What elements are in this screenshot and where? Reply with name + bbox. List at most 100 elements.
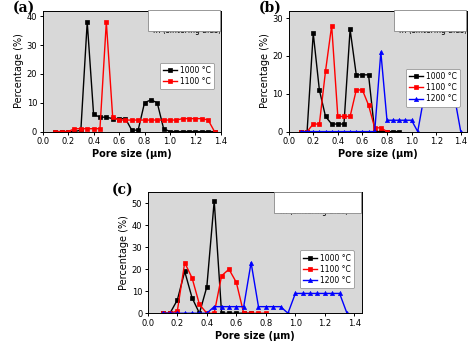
1100 °C (116, 118, 122, 122)
Text: m (Al$_2$O$_3$): m (Al$_2$O$_3$) (399, 12, 437, 25)
1200 °C (384, 118, 390, 122)
1000 °C (148, 98, 154, 102)
FancyBboxPatch shape (274, 191, 361, 213)
1100 °C (298, 130, 304, 134)
1000 °C (226, 311, 232, 315)
1000 °C (390, 130, 396, 134)
1100 °C (174, 309, 180, 313)
1100 °C (180, 117, 185, 121)
1000 °C (205, 130, 211, 134)
1100 °C (329, 23, 335, 28)
1100 °C (167, 118, 173, 122)
1200 °C (427, 96, 433, 100)
1000 °C (97, 115, 103, 119)
1100 °C (366, 103, 372, 107)
1200 °C (329, 130, 335, 134)
1200 °C (248, 260, 254, 265)
Text: = 2: = 2 (451, 14, 465, 23)
X-axis label: Pore size (μm): Pore size (μm) (92, 149, 172, 159)
1200 °C (372, 130, 377, 134)
1100 °C (189, 276, 195, 280)
1100 °C (323, 69, 328, 73)
1100 °C (255, 311, 261, 315)
X-axis label: Pore size (μm): Pore size (μm) (338, 149, 418, 159)
1000 °C (378, 130, 383, 134)
1200 °C (378, 50, 383, 54)
1100 °C (310, 122, 316, 126)
Legend: 1000 °C, 1100 °C: 1000 °C, 1100 °C (160, 63, 213, 89)
1100 °C (226, 267, 232, 271)
1100 °C (199, 117, 205, 121)
1200 °C (446, 96, 451, 100)
1100 °C (129, 118, 135, 122)
1000 °C (347, 27, 353, 32)
1100 °C (65, 130, 71, 134)
1000 °C (65, 130, 71, 134)
1000 °C (341, 122, 347, 126)
1000 °C (197, 311, 202, 315)
1100 °C (234, 280, 239, 285)
1100 °C (110, 115, 116, 119)
1000 °C (186, 130, 192, 134)
1200 °C (335, 130, 341, 134)
1000 °C (234, 311, 239, 315)
1200 °C (341, 130, 347, 134)
1000 °C (135, 128, 141, 132)
Line: 1200 °C: 1200 °C (299, 50, 463, 134)
Line: 1000 °C: 1000 °C (299, 27, 401, 134)
1100 °C (304, 130, 310, 134)
Text: m (sintering aids): m (sintering aids) (281, 207, 348, 216)
1100 °C (248, 311, 254, 315)
Line: 1000 °C: 1000 °C (161, 199, 253, 315)
1200 °C (226, 304, 232, 309)
1100 °C (335, 114, 341, 119)
1100 °C (135, 118, 141, 122)
Y-axis label: Percentage (%): Percentage (%) (14, 34, 24, 108)
1200 °C (241, 304, 246, 309)
Text: m (Al$_2$O$_3$): m (Al$_2$O$_3$) (153, 12, 191, 25)
1000 °C (116, 117, 122, 121)
1200 °C (322, 291, 328, 295)
Line: 1100 °C: 1100 °C (161, 260, 268, 315)
1200 °C (182, 311, 188, 315)
1000 °C (167, 130, 173, 134)
1100 °C (204, 311, 210, 315)
Text: (a): (a) (12, 1, 35, 15)
1000 °C (219, 311, 224, 315)
1200 °C (347, 130, 353, 134)
1100 °C (155, 118, 160, 122)
1100 °C (192, 117, 198, 121)
1200 °C (310, 130, 316, 134)
Legend: 1000 °C, 1100 °C, 1200 °C: 1000 °C, 1100 °C, 1200 °C (406, 69, 459, 106)
1100 °C (347, 114, 353, 119)
1100 °C (241, 311, 246, 315)
1000 °C (84, 20, 90, 24)
Y-axis label: Percentage (%): Percentage (%) (260, 34, 270, 108)
1200 °C (300, 291, 306, 295)
1200 °C (304, 130, 310, 134)
1000 °C (204, 285, 210, 289)
1200 °C (439, 96, 445, 100)
1200 °C (219, 304, 224, 309)
1000 °C (396, 130, 402, 134)
Text: = 1: = 1 (205, 14, 219, 23)
FancyBboxPatch shape (148, 10, 220, 31)
1100 °C (341, 114, 347, 119)
1100 °C (173, 118, 179, 122)
1100 °C (211, 311, 217, 315)
1200 °C (421, 96, 427, 100)
1100 °C (103, 20, 109, 24)
1000 °C (329, 122, 335, 126)
1200 °C (433, 96, 439, 100)
1200 °C (354, 130, 359, 134)
1000 °C (59, 130, 64, 134)
Text: (b): (b) (258, 1, 281, 15)
1200 °C (390, 118, 396, 122)
1200 °C (415, 130, 420, 134)
1100 °C (142, 118, 147, 122)
1000 °C (91, 112, 96, 117)
1000 °C (384, 130, 390, 134)
1200 °C (292, 291, 298, 295)
1000 °C (354, 73, 359, 77)
1000 °C (192, 130, 198, 134)
